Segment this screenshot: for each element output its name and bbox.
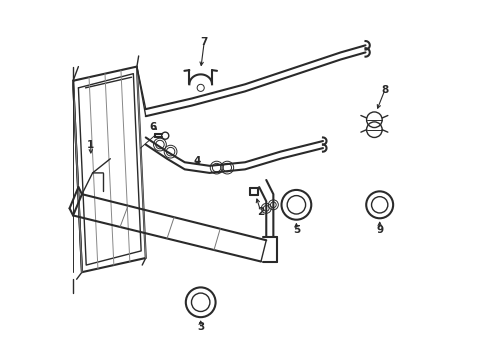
Text: 5: 5: [293, 225, 300, 235]
Text: 6: 6: [149, 122, 156, 132]
Text: 7: 7: [200, 37, 208, 47]
Text: 2: 2: [257, 207, 265, 217]
Text: 8: 8: [381, 85, 389, 95]
Text: 1: 1: [87, 140, 95, 149]
Text: 3: 3: [197, 322, 204, 332]
Text: 4: 4: [194, 156, 201, 166]
Text: 9: 9: [376, 225, 383, 235]
